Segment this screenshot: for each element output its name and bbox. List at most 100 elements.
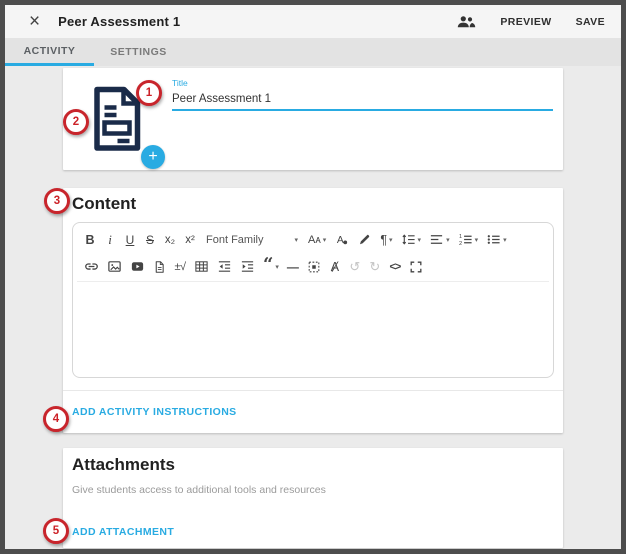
indent-icon (240, 259, 255, 274)
italic-icon: i (108, 231, 112, 247)
callout-2: 2 (63, 109, 89, 135)
font-family-button[interactable]: Font Family ▾ (202, 229, 302, 251)
paragraph-format-button[interactable]: ¶ ▾ (378, 229, 394, 251)
title-field: Title (172, 78, 553, 111)
svg-text:A: A (337, 235, 344, 246)
undo-button: ↺ (347, 256, 363, 278)
highlight-button[interactable] (355, 229, 374, 251)
align-icon (429, 232, 444, 247)
underline-button[interactable]: U (122, 229, 138, 251)
code-view-button[interactable]: <> (387, 256, 403, 278)
code-view-icon: <> (389, 260, 401, 273)
italic-button[interactable]: i (102, 229, 118, 251)
quote-icon: “ (263, 254, 274, 275)
preview-button[interactable]: PREVIEW (500, 15, 552, 28)
unordered-list-button[interactable]: ▾ (484, 229, 509, 251)
strikethrough-button[interactable]: S (142, 229, 158, 251)
ordered-list-button[interactable]: 1 2 ▾ (456, 229, 481, 251)
highlight-icon (357, 232, 372, 247)
quote-button[interactable]: “▾ (261, 256, 281, 278)
insert-video-button[interactable] (128, 256, 147, 278)
font-size-button[interactable]: Aᴀ ▾ (306, 229, 328, 251)
tab-settings[interactable]: SETTINGS (110, 46, 167, 58)
chevron-down-icon: ▾ (294, 236, 298, 244)
indent-button[interactable] (238, 256, 257, 278)
line-height-button[interactable]: ▾ (399, 229, 424, 251)
redo-icon: ↻ (369, 258, 381, 274)
undo-icon: ↺ (349, 258, 361, 274)
close-icon[interactable]: × (29, 11, 41, 32)
title-input[interactable] (172, 91, 553, 111)
toolbar-divider (77, 281, 549, 282)
subscript-button[interactable]: x₂ (162, 229, 178, 251)
fullscreen-icon (409, 260, 423, 274)
title-field-label: Title (172, 78, 188, 88)
content-heading: Content (72, 194, 137, 213)
outdent-icon (217, 259, 232, 274)
line-height-icon (401, 232, 416, 247)
insert-image-icon (107, 259, 122, 274)
select-all-button[interactable] (305, 256, 323, 278)
title-card: + Title (63, 68, 563, 170)
font-size-icon: Aᴀ (308, 233, 321, 246)
paragraph-format-icon: ¶ (380, 232, 388, 247)
people-icon (458, 15, 476, 27)
callout-3: 3 (44, 188, 70, 214)
tab-bar: ACTIVITY SETTINGS (5, 38, 621, 66)
chevron-down-icon: ▾ (417, 236, 422, 244)
callout-5: 5 (43, 518, 69, 544)
horizontal-rule-icon: — (286, 259, 299, 274)
strikethrough-icon: S (145, 232, 154, 247)
horizontal-rule-button[interactable]: — (285, 256, 301, 278)
page-title: Peer Assessment 1 (58, 14, 181, 29)
add-content-block-button[interactable]: + (141, 145, 165, 169)
font-family-label: Font Family (206, 233, 264, 246)
insert-formula-icon: ±√ (174, 260, 186, 273)
bold-button[interactable]: B (82, 229, 98, 251)
chevron-down-icon: ▾ (322, 236, 327, 244)
fullscreen-button[interactable] (407, 256, 425, 278)
insert-table-button[interactable] (192, 256, 211, 278)
card-divider (63, 390, 563, 391)
chevron-down-icon: ▾ (446, 236, 450, 244)
clear-formatting-icon: Ⱥ (330, 259, 340, 274)
superscript-button[interactable]: x² (182, 229, 198, 251)
chevron-down-icon: ▾ (389, 236, 393, 244)
insert-video-icon (130, 259, 145, 274)
callout-1: 1 (136, 80, 162, 106)
unordered-list-icon (486, 232, 501, 247)
insert-link-icon (84, 259, 99, 274)
font-color-button[interactable]: A (332, 229, 351, 251)
svg-text:1: 1 (459, 234, 462, 240)
add-attachment-link[interactable]: ADD ATTACHMENT (72, 526, 175, 538)
outdent-button[interactable] (215, 256, 234, 278)
redo-button: ↻ (367, 256, 383, 278)
add-instructions-row: ADD ACTIVITY INSTRUCTIONS (63, 391, 563, 433)
callout-4: 4 (43, 406, 69, 432)
attachments-heading: Attachments (72, 455, 175, 474)
align-button[interactable]: ▾ (427, 229, 452, 251)
insert-image-button[interactable] (105, 256, 124, 278)
save-button[interactable]: SAVE (575, 15, 605, 28)
insert-link-button[interactable] (82, 256, 101, 278)
collaborators-icon[interactable] (457, 15, 476, 29)
chevron-down-icon: ▾ (275, 263, 279, 271)
chevron-down-icon: ▾ (503, 236, 507, 244)
insert-formula-button[interactable]: ±√ (172, 256, 188, 278)
attachments-card: Attachments Give students access to addi… (63, 448, 563, 548)
add-activity-instructions-link[interactable]: ADD ACTIVITY INSTRUCTIONS (72, 406, 237, 418)
insert-file-button[interactable] (151, 256, 168, 278)
tab-activity[interactable]: ACTIVITY (5, 38, 94, 66)
header-bar: × Peer Assessment 1 PREVIEW SAVE (5, 5, 621, 38)
clear-formatting-button[interactable]: Ⱥ (327, 256, 343, 278)
editor-body[interactable] (73, 282, 553, 377)
document-type-icon (88, 86, 146, 157)
select-all-icon (307, 260, 321, 274)
attachments-subtitle: Give students access to additional tools… (72, 484, 326, 496)
insert-file-icon (153, 260, 166, 274)
